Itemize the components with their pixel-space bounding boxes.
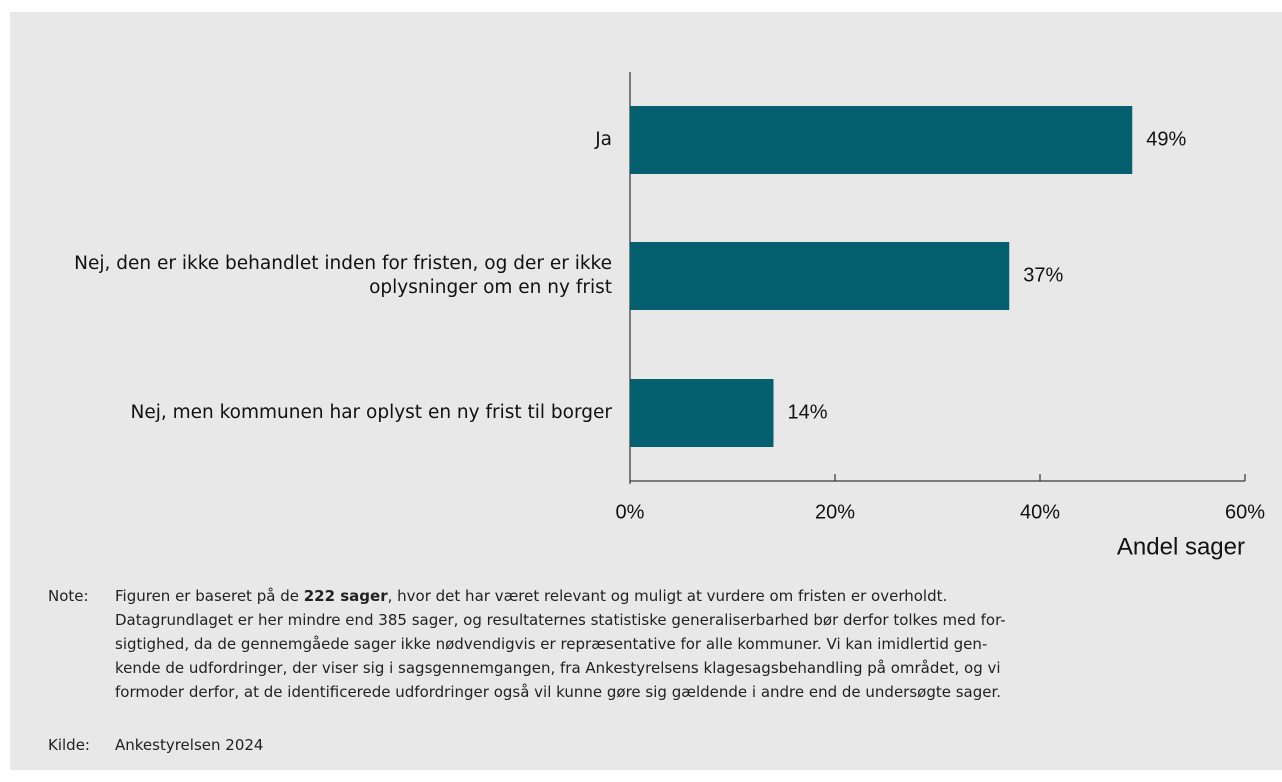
note-line: Figuren er baseret på de 222 sager, hvor… (115, 584, 947, 608)
x-tick-label: 20% (815, 501, 855, 523)
note-label: Note: (48, 587, 89, 605)
note-line: formoder derfor, at de identificerede ud… (115, 683, 1002, 701)
note-line: kende de udfordringer, der viser sig i s… (115, 659, 1001, 677)
note-text: , hvor det har været relevant og muligt … (387, 587, 948, 605)
note-text: 222 sager (303, 587, 388, 605)
note-line: sigtighed, da de gennemgåede sager ikke … (115, 635, 988, 653)
bar (630, 379, 774, 447)
value-label: 49% (1146, 128, 1186, 150)
x-tick-label: 60% (1225, 501, 1265, 523)
x-axis-label: Andel sager (1117, 533, 1245, 560)
note-text: Figuren er baseret på de (115, 587, 304, 605)
x-tick-label: 40% (1020, 501, 1060, 523)
y-tick-label: Nej, den er ikke behandlet inden for fri… (74, 253, 612, 298)
x-tick-label: 0% (616, 501, 645, 523)
source-text: Ankestyrelsen 2024 (115, 736, 264, 754)
bar (630, 242, 1010, 310)
y-tick-label: Ja (595, 129, 612, 150)
y-tick-label: Nej, men kommunen har oplyst en ny frist… (130, 402, 612, 423)
bar (630, 106, 1133, 174)
note-line: Datagrundlaget er her mindre end 385 sag… (115, 611, 1006, 629)
value-label: 14% (788, 401, 828, 423)
source-label: Kilde: (48, 736, 90, 754)
value-label: 37% (1023, 264, 1063, 286)
